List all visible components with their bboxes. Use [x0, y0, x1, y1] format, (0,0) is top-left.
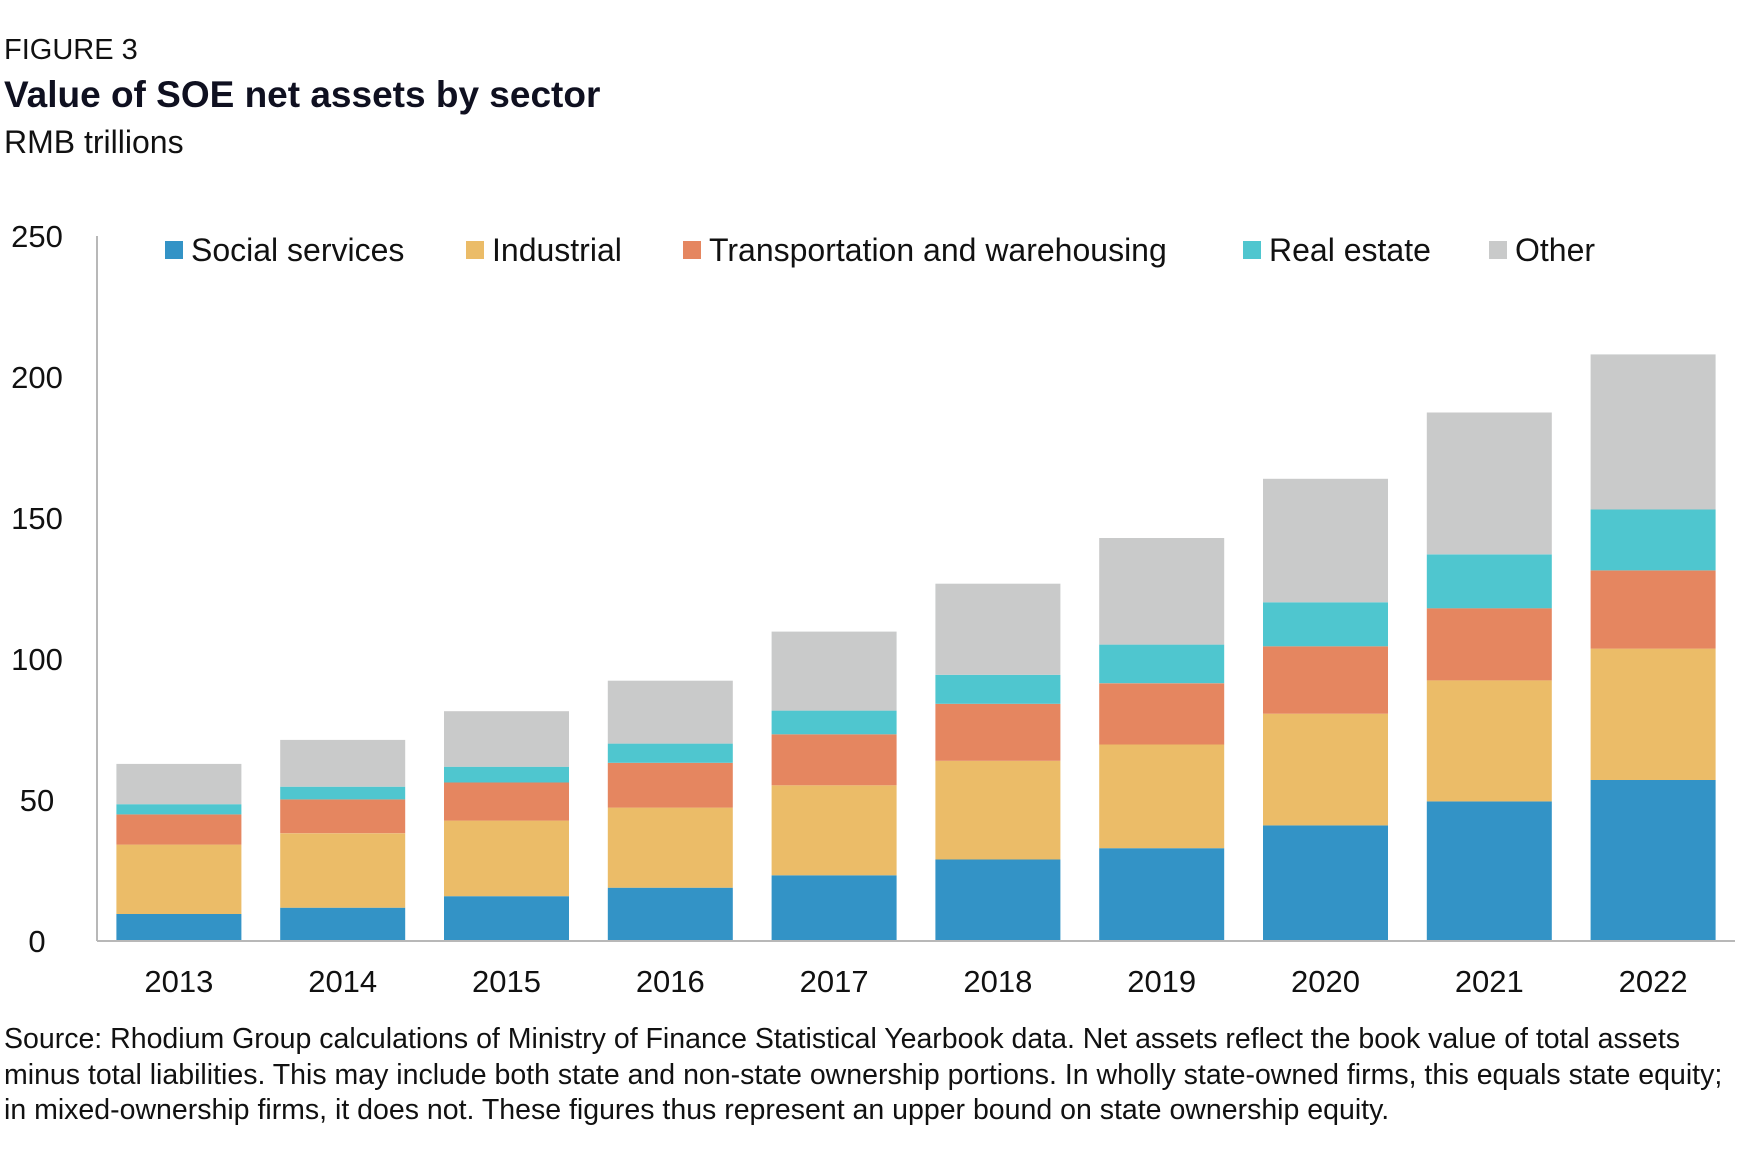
- legend-label: Real estate: [1269, 232, 1431, 268]
- bar-social-services-2014: [280, 907, 406, 941]
- bar-other-2013: [116, 763, 242, 805]
- bar-transportation-and-warehousing-2018: [935, 703, 1061, 761]
- bar-real-estate-2021: [1426, 554, 1552, 609]
- stacked-bar-chart: 2013 2014 2015 2016 2017 2018 2019 2020 2021 2022…: [11, 219, 1735, 999]
- bar-real-estate-2017: [771, 710, 897, 735]
- bar-industrial-2016: [607, 807, 733, 888]
- legend: Social services Industrial Transportation …: [165, 232, 1595, 268]
- bar-social-services-2016: [607, 887, 733, 941]
- chart-title: Value of SOE net assets by sector: [4, 74, 601, 115]
- bar-real-estate-2022: [1590, 509, 1716, 571]
- bar-other-2015: [444, 711, 569, 767]
- bar-transportation-and-warehousing-2021: [1426, 608, 1552, 681]
- bar-other-2017: [771, 631, 897, 711]
- x-tick-label: 2016: [636, 964, 705, 999]
- bar-transportation-and-warehousing-2020: [1263, 646, 1388, 714]
- x-tick-label: 2013: [144, 964, 213, 999]
- legend-swatch: [1243, 241, 1261, 259]
- bar-transportation-and-warehousing-2013: [116, 814, 242, 845]
- y-tick-label: 200: [11, 360, 63, 395]
- bar-other-2022: [1590, 354, 1716, 510]
- chart-subtitle: RMB trillions: [4, 124, 184, 160]
- legend-label: Transportation and warehousing: [709, 232, 1167, 268]
- bar-transportation-and-warehousing-2016: [607, 762, 733, 808]
- x-tick-label: 2017: [800, 964, 869, 999]
- y-tick-label: 250: [11, 219, 63, 254]
- bar-real-estate-2018: [935, 674, 1061, 704]
- bar-other-2020: [1263, 478, 1388, 603]
- bar-real-estate-2020: [1263, 602, 1388, 647]
- bar-industrial-2019: [1099, 744, 1225, 849]
- bar-social-services-2017: [771, 875, 897, 941]
- bar-industrial-2015: [444, 820, 569, 897]
- bar-social-services-2018: [935, 859, 1061, 941]
- bar-other-2016: [607, 680, 733, 744]
- x-tick-label: 2020: [1291, 964, 1360, 999]
- x-tick-label: 2015: [472, 964, 541, 999]
- x-tick-label: 2022: [1619, 964, 1688, 999]
- legend-item: Other: [1489, 232, 1595, 268]
- bar-industrial-2014: [280, 833, 406, 908]
- legend-swatch: [683, 241, 701, 259]
- bar-industrial-2017: [771, 785, 897, 876]
- legend-item: Social services: [165, 232, 404, 268]
- legend-swatch: [165, 241, 183, 259]
- bar-social-services-2015: [444, 896, 569, 941]
- y-tick-label: 50: [20, 783, 54, 818]
- legend-item: Industrial: [466, 232, 622, 268]
- bar-transportation-and-warehousing-2019: [1099, 683, 1225, 745]
- bar-social-services-2021: [1426, 801, 1552, 941]
- bar-real-estate-2014: [280, 786, 406, 800]
- bar-real-estate-2015: [444, 766, 569, 783]
- bar-social-services-2020: [1263, 825, 1388, 941]
- y-tick-label: 100: [11, 642, 63, 677]
- legend-item: Real estate: [1243, 232, 1431, 268]
- bar-real-estate-2019: [1099, 644, 1225, 684]
- bar-real-estate-2013: [116, 804, 242, 815]
- bar-other-2014: [280, 739, 406, 787]
- bar-industrial-2013: [116, 844, 242, 914]
- legend-item: Transportation and warehousing: [683, 232, 1167, 268]
- bar-social-services-2019: [1099, 848, 1225, 941]
- bars-layer: [116, 354, 1716, 941]
- bar-transportation-and-warehousing-2014: [280, 799, 406, 834]
- y-tick-label: 150: [11, 501, 63, 536]
- bar-industrial-2022: [1590, 648, 1716, 780]
- bar-transportation-and-warehousing-2015: [444, 782, 569, 821]
- bar-real-estate-2016: [607, 743, 733, 763]
- x-tick-label: 2014: [308, 964, 377, 999]
- y-tick-label: 0: [28, 924, 45, 959]
- axes-layer: 2013 2014 2015 2016 2017 2018 2019 2020 2021 2022…: [11, 219, 1735, 999]
- bar-industrial-2021: [1426, 680, 1552, 802]
- legend-label: Social services: [191, 232, 404, 268]
- x-tick-label: 2018: [963, 964, 1032, 999]
- figure-label: FIGURE 3: [4, 34, 138, 66]
- bar-transportation-and-warehousing-2022: [1590, 570, 1716, 649]
- source-note: Source: Rhodium Group calculations of Mi…: [4, 1023, 1723, 1126]
- bar-other-2021: [1426, 412, 1552, 555]
- legend-label: Other: [1515, 232, 1595, 268]
- bar-transportation-and-warehousing-2017: [771, 734, 897, 786]
- bar-industrial-2020: [1263, 713, 1388, 826]
- x-tick-label: 2019: [1127, 964, 1196, 999]
- x-tick-label: 2021: [1455, 964, 1524, 999]
- bar-social-services-2022: [1590, 780, 1716, 941]
- bar-social-services-2013: [116, 913, 242, 941]
- legend-label: Industrial: [492, 232, 622, 268]
- legend-swatch: [466, 241, 484, 259]
- bar-other-2019: [1099, 538, 1225, 645]
- bar-industrial-2018: [935, 760, 1061, 860]
- legend-swatch: [1489, 241, 1507, 259]
- bar-other-2018: [935, 583, 1061, 675]
